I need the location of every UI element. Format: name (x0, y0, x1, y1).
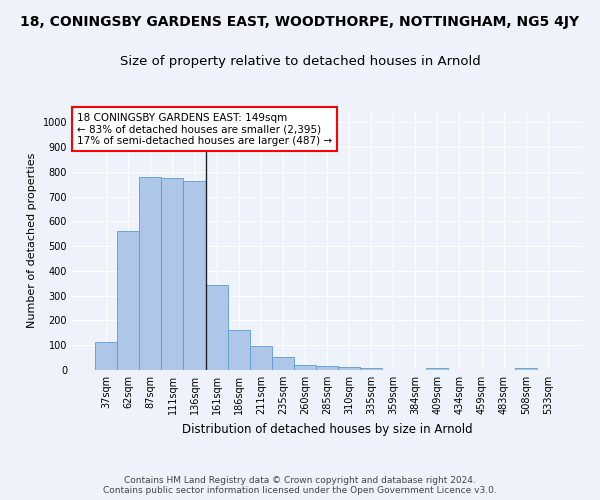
Y-axis label: Number of detached properties: Number of detached properties (27, 152, 37, 328)
Text: 18 CONINGSBY GARDENS EAST: 149sqm
← 83% of detached houses are smaller (2,395)
1: 18 CONINGSBY GARDENS EAST: 149sqm ← 83% … (77, 112, 332, 146)
Bar (427, 368, 448, 370)
Bar (294, 365, 316, 370)
Bar (272, 357, 294, 370)
Text: 18, CONINGSBY GARDENS EAST, WOODTHORPE, NOTTINGHAM, NG5 4JY: 18, CONINGSBY GARDENS EAST, WOODTHORPE, … (20, 15, 580, 29)
Bar (250, 346, 272, 370)
Bar (360, 368, 382, 370)
Text: Contains HM Land Registry data © Crown copyright and database right 2024.
Contai: Contains HM Land Registry data © Crown c… (103, 476, 497, 495)
Bar (117, 232, 139, 370)
Bar (139, 177, 161, 370)
Bar (161, 178, 184, 370)
Bar (227, 330, 250, 370)
Bar (338, 367, 360, 370)
Bar (206, 284, 227, 370)
X-axis label: Distribution of detached houses by size in Arnold: Distribution of detached houses by size … (182, 422, 472, 436)
Bar (316, 366, 338, 370)
Bar (515, 368, 537, 370)
Bar (184, 180, 206, 370)
Bar (95, 342, 117, 370)
Text: Size of property relative to detached houses in Arnold: Size of property relative to detached ho… (119, 55, 481, 68)
